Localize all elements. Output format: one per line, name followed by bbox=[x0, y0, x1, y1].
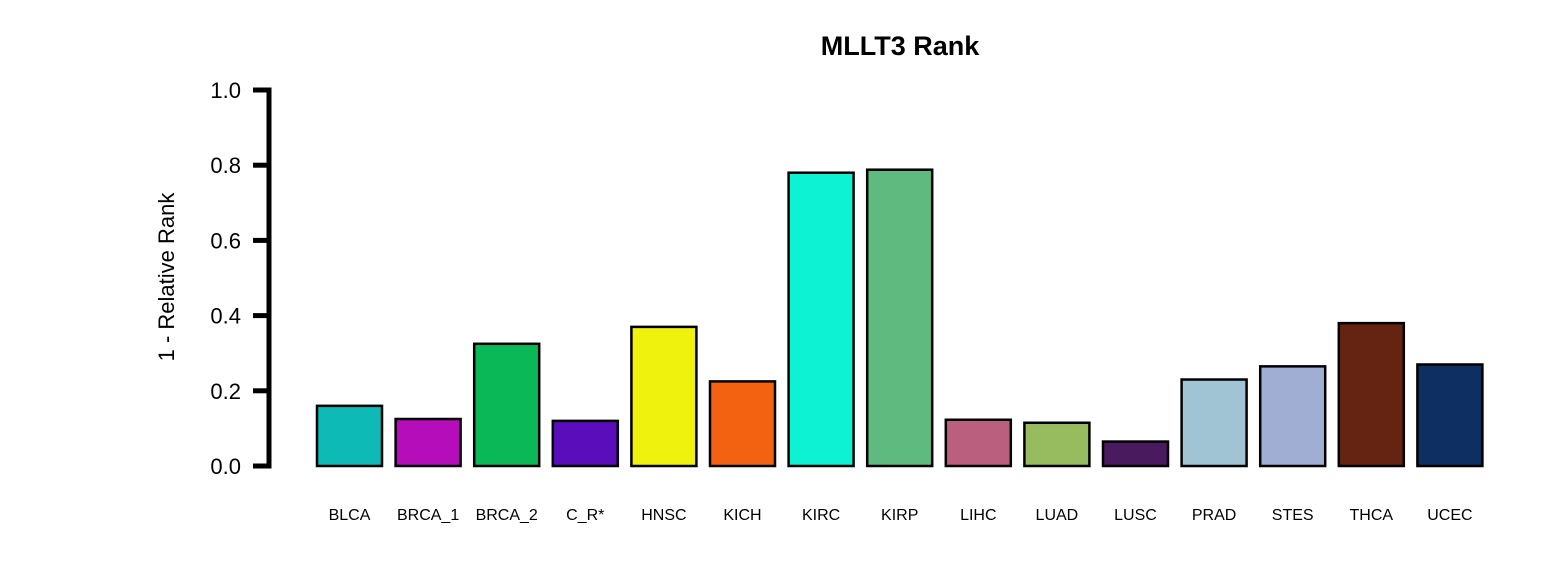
x-tick-label: BRCA_2 bbox=[476, 507, 538, 524]
bar-c-r bbox=[551, 419, 620, 468]
chart-title: MLLT3 Rank bbox=[821, 31, 980, 61]
bar-lusc bbox=[1101, 440, 1170, 468]
x-tick-label: BRCA_1 bbox=[397, 507, 459, 524]
y-tick-label: 1.0 bbox=[210, 78, 241, 103]
x-tick-labels: BLCA BRCA_1 BRCA_2 C_R* HNSC KICH KIRC KIRP LIHC… bbox=[329, 507, 1473, 524]
y-tick-label: 0.6 bbox=[210, 228, 241, 253]
y-tick-label: 0.8 bbox=[210, 153, 241, 178]
bar-prad bbox=[1180, 378, 1248, 468]
y-tick-label: 0.4 bbox=[210, 304, 241, 329]
bar-kirp bbox=[865, 168, 934, 468]
x-tick-label: PRAD bbox=[1192, 507, 1236, 524]
bar-brca-2 bbox=[472, 342, 541, 468]
x-tick-label: KIRC bbox=[802, 507, 840, 524]
x-tick-label: KICH bbox=[723, 507, 761, 524]
x-tick-label: UCEC bbox=[1427, 507, 1472, 524]
bar-hnsc bbox=[630, 325, 698, 468]
bars-group bbox=[315, 168, 1484, 468]
x-tick-label: LUAD bbox=[1036, 507, 1079, 524]
bar-brca-1 bbox=[394, 417, 462, 468]
x-tick-label: HNSC bbox=[641, 507, 686, 524]
bar-stes bbox=[1258, 365, 1327, 468]
x-tick-label: C_R* bbox=[566, 507, 604, 524]
x-tick-label: BLCA bbox=[329, 507, 371, 524]
bar-ucec bbox=[1416, 363, 1484, 468]
x-tick-label: STES bbox=[1272, 507, 1314, 524]
bar-kirc bbox=[787, 171, 855, 468]
bar-thca bbox=[1337, 321, 1406, 468]
bar-luad bbox=[1023, 421, 1091, 468]
y-axis: 0.0 0.2 0.4 0.6 0.8 1.0 bbox=[210, 78, 272, 479]
x-tick-label: LIHC bbox=[960, 507, 996, 524]
x-tick-label: KIRP bbox=[881, 507, 918, 524]
x-tick-label: LUSC bbox=[1114, 507, 1157, 524]
y-tick-label: 0.2 bbox=[210, 379, 241, 404]
bar-lihc bbox=[944, 418, 1013, 468]
y-axis-label: 1 - Relative Rank bbox=[154, 192, 179, 362]
bar-blca bbox=[315, 404, 384, 468]
x-tick-label: THCA bbox=[1350, 507, 1394, 524]
bar-kich bbox=[708, 380, 777, 468]
y-tick-label: 0.0 bbox=[210, 454, 241, 479]
